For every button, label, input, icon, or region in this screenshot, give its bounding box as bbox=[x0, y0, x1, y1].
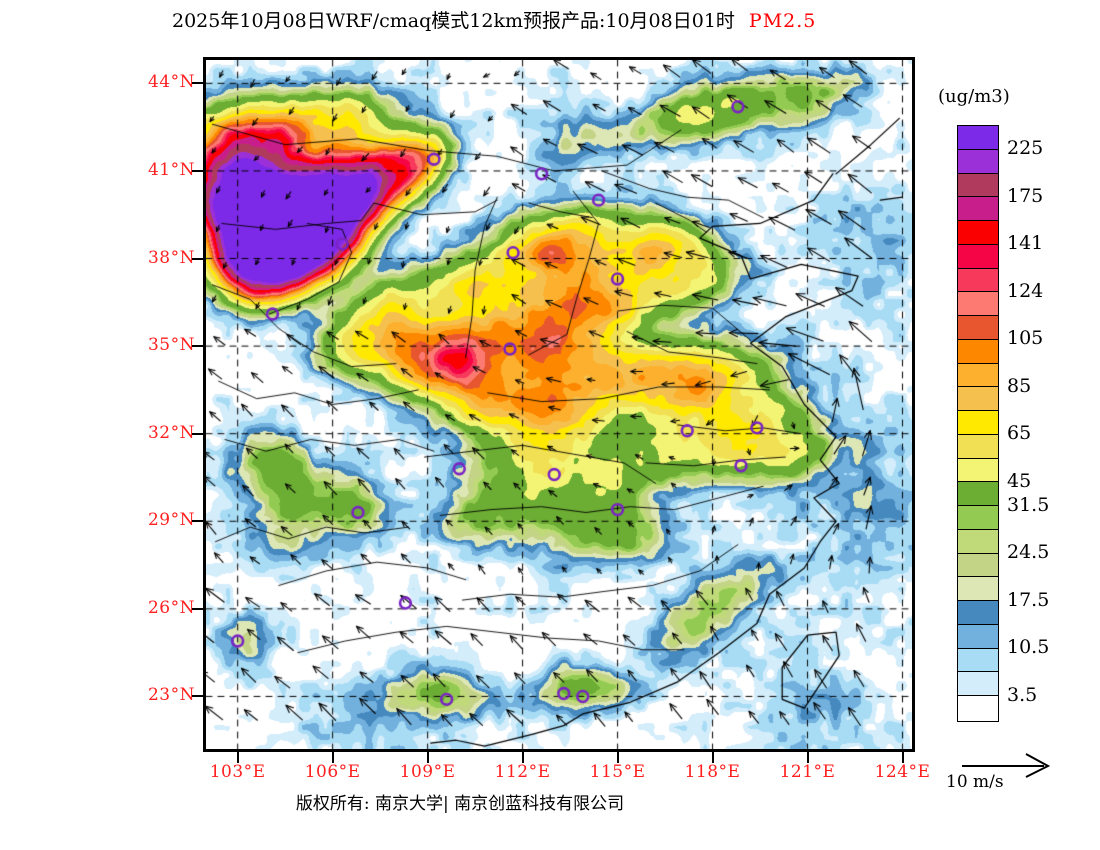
lon-tick-mark bbox=[521, 752, 524, 763]
colorbar-band bbox=[958, 553, 998, 578]
title-main-text: 2025年10月08日WRF/cmaq模式12km预报产品:10月08日01时 bbox=[172, 10, 735, 32]
lon-tick-mark bbox=[426, 752, 429, 763]
colorbar-band bbox=[958, 149, 998, 174]
lat-tick-label: 26°N bbox=[147, 597, 195, 618]
colorbar-tick-label: 175 bbox=[1007, 184, 1044, 207]
colorbar-band bbox=[958, 434, 998, 459]
colorbar-tick-label: 24.5 bbox=[1007, 541, 1050, 564]
colorbar-band bbox=[958, 506, 998, 530]
lon-tick-label: 103°E bbox=[209, 762, 266, 782]
colorbar-tick-label: 124 bbox=[1007, 279, 1044, 302]
colorbar-band bbox=[958, 482, 998, 506]
lat-tick-mark bbox=[192, 345, 203, 348]
wind-scale-arrow-icon bbox=[962, 753, 1051, 778]
copyright-text: 版权所有: 南京大学| 南京创蓝科技有限公司 bbox=[295, 794, 625, 814]
colorbar-band bbox=[958, 363, 998, 388]
colorbar-band bbox=[958, 696, 998, 720]
lon-tick-label: 118°E bbox=[684, 762, 741, 782]
colorbar-tick-label: 85 bbox=[1007, 374, 1032, 397]
colorbar-band bbox=[958, 387, 998, 411]
lon-tick-mark bbox=[806, 752, 809, 763]
colorbar-band bbox=[958, 577, 998, 601]
colorbar-band bbox=[958, 529, 998, 554]
lat-tick-mark bbox=[192, 82, 203, 85]
forecast-map-frame[interactable] bbox=[203, 57, 915, 752]
colorbar-tick-label: 65 bbox=[1007, 422, 1032, 445]
colorbar-tick-label: 141 bbox=[1007, 232, 1044, 255]
lon-tick-label: 124°E bbox=[874, 762, 931, 782]
lon-tick-label: 121°E bbox=[779, 762, 836, 782]
copyright-footer: 版权所有: 南京大学| 南京创蓝科技有限公司 bbox=[0, 789, 1100, 814]
colorbar-band bbox=[958, 173, 998, 198]
colorbar-band bbox=[958, 126, 998, 150]
colorbar-tick-label: 31.5 bbox=[1007, 493, 1050, 516]
colorbar-band bbox=[958, 411, 998, 435]
lon-tick-mark bbox=[236, 752, 239, 763]
colorbar-band bbox=[958, 197, 998, 221]
lon-tick-label: 106°E bbox=[304, 762, 361, 782]
lat-tick-label: 35°N bbox=[147, 335, 195, 356]
colorbar-band bbox=[958, 268, 998, 293]
lon-tick-label: 109°E bbox=[399, 762, 456, 782]
lat-tick-mark bbox=[192, 520, 203, 523]
lat-tick-label: 41°N bbox=[147, 159, 195, 180]
colorbar-band bbox=[958, 244, 998, 269]
page-title: 2025年10月08日WRF/cmaq模式12km预报产品:10月08日01时 P… bbox=[172, 6, 816, 33]
colorbar-band bbox=[958, 672, 998, 696]
colorbar-tick-label: 10.5 bbox=[1007, 636, 1050, 659]
colorbar-tick-label: 3.5 bbox=[1007, 683, 1038, 706]
title-pollutant-label: PM2.5 bbox=[748, 10, 817, 32]
lat-tick-label: 29°N bbox=[147, 510, 195, 531]
lon-tick-mark bbox=[711, 752, 714, 763]
colorbar-tick-label: 225 bbox=[1007, 137, 1044, 160]
lon-tick-mark bbox=[616, 752, 619, 763]
lat-tick-mark bbox=[192, 695, 203, 698]
lat-tick-mark bbox=[192, 257, 203, 260]
colorbar-band bbox=[958, 601, 998, 625]
colorbar-tick-label: 17.5 bbox=[1007, 588, 1050, 611]
lon-tick-label: 112°E bbox=[494, 762, 551, 782]
lat-tick-mark bbox=[192, 169, 203, 172]
lat-tick-label: 32°N bbox=[147, 422, 195, 443]
colorbar-band bbox=[958, 648, 998, 673]
lon-tick-mark bbox=[901, 752, 904, 763]
colorbar-band bbox=[958, 292, 998, 316]
lat-tick-label: 44°N bbox=[147, 72, 195, 93]
colorbar-units-label: (ug/m3) bbox=[938, 86, 1010, 107]
colorbar-band bbox=[958, 221, 998, 245]
colorbar-band bbox=[958, 624, 998, 649]
lon-tick-label: 115°E bbox=[589, 762, 646, 782]
colorbar-band bbox=[958, 339, 998, 364]
pm25-concentration-map[interactable] bbox=[206, 60, 912, 749]
lat-tick-label: 23°N bbox=[147, 685, 195, 706]
lat-tick-mark bbox=[192, 432, 203, 435]
colorbar-band bbox=[958, 316, 998, 340]
colorbar-tick-label: 105 bbox=[1007, 327, 1044, 350]
lat-tick-mark bbox=[192, 607, 203, 610]
lat-tick-label: 38°N bbox=[147, 247, 195, 268]
colorbar-band bbox=[958, 458, 998, 483]
colorbar[interactable] bbox=[957, 125, 999, 722]
colorbar-tick-label: 45 bbox=[1007, 469, 1032, 492]
lon-tick-mark bbox=[331, 752, 334, 763]
wind-scale-label: 10 m/s bbox=[946, 772, 1004, 792]
chart-title-bar: 2025年10月08日WRF/cmaq模式12km预报产品:10月08日01时 P… bbox=[0, 6, 1100, 36]
